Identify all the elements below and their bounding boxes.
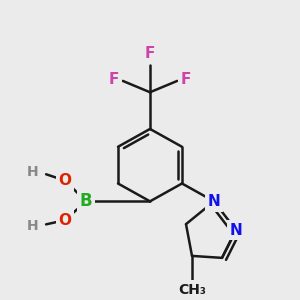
Text: N: N [230, 223, 242, 238]
Text: F: F [181, 72, 191, 87]
Text: F: F [109, 72, 119, 87]
Text: CH₃: CH₃ [178, 283, 206, 297]
Text: O: O [58, 213, 71, 228]
Text: H: H [26, 165, 38, 178]
Text: O: O [58, 173, 71, 188]
Text: B: B [80, 192, 92, 210]
Text: F: F [145, 46, 155, 62]
Text: N: N [208, 194, 220, 209]
Text: H: H [26, 219, 38, 233]
